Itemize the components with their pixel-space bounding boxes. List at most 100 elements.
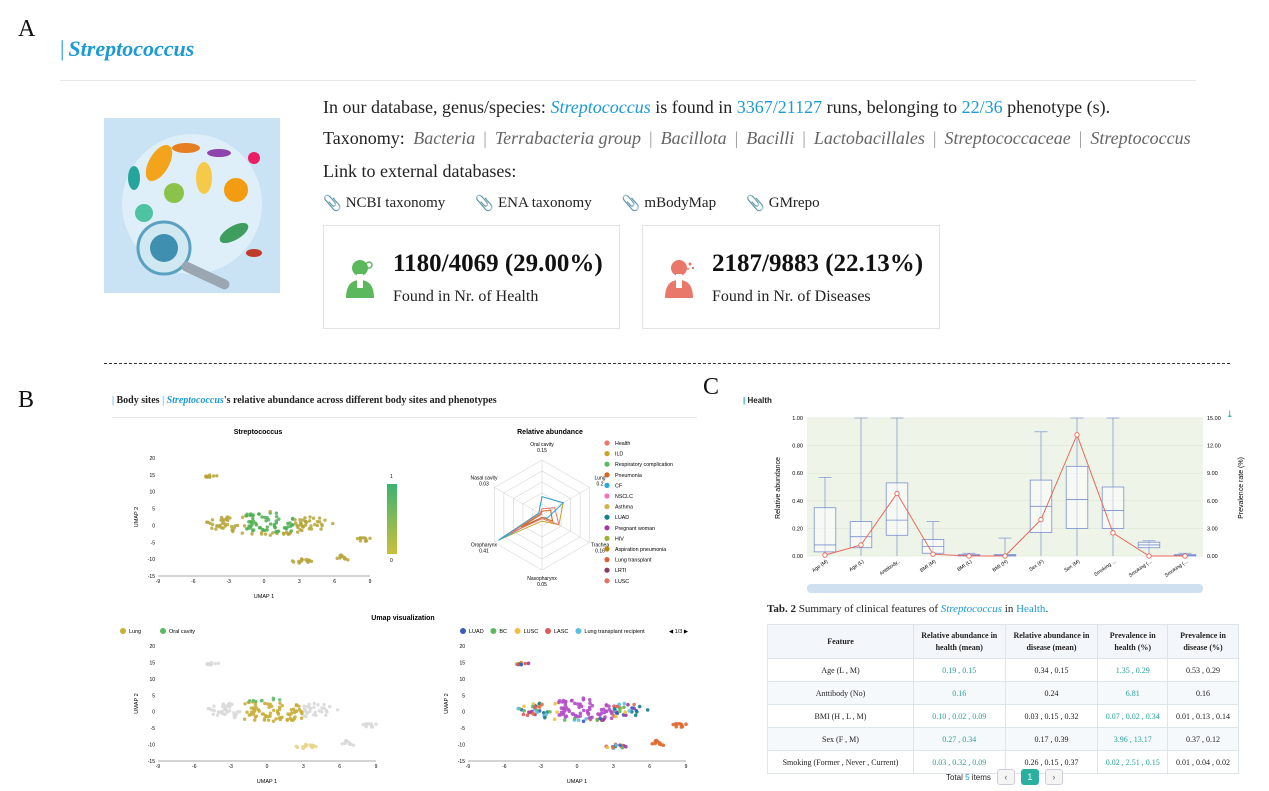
legend-swatch (545, 628, 551, 634)
zoom-slider[interactable] (807, 584, 1203, 593)
umap-point (253, 521, 258, 526)
prevalence-point[interactable] (1110, 530, 1116, 536)
umap-point (293, 521, 298, 525)
prev-page-button[interactable]: ‹ (996, 769, 1015, 785)
summary-species-link[interactable]: Streptococcus (550, 97, 651, 117)
umap-point (363, 536, 367, 540)
legend-label[interactable]: Asthma (615, 505, 633, 511)
umap-point (260, 712, 265, 716)
x-tick-label: Smoking (... (1128, 559, 1153, 579)
umap-point (210, 518, 215, 522)
umap-point (620, 745, 625, 750)
umap-point (274, 519, 278, 523)
legend-label[interactable]: NSCLC (615, 494, 633, 500)
prevalence-point[interactable] (858, 542, 864, 548)
caption-text: . (1045, 603, 1049, 615)
umap-point (219, 515, 224, 520)
umap-point (307, 702, 311, 707)
page-1-button[interactable]: 1 (1020, 769, 1039, 785)
col-prev-disease[interactable]: Prevalence in disease (%) (1167, 624, 1239, 659)
bodysite-legend[interactable]: Lung Oral cavity (120, 628, 195, 635)
ncbi-link[interactable]: 📎 NCBI taxonomy (323, 194, 445, 213)
prevalence-point[interactable] (1074, 432, 1080, 438)
taxonomy-item[interactable]: Terrabacteria group (494, 128, 642, 148)
col-rel-health[interactable]: Relative abundance in health (mean) (913, 624, 1006, 659)
umap-point (595, 718, 600, 723)
taxonomy-item[interactable]: Bacillota (660, 128, 727, 148)
umap-point (618, 743, 622, 747)
umap-point (247, 524, 251, 528)
legend-label[interactable]: LUAD (615, 515, 629, 521)
umap-point (615, 704, 620, 709)
col-rel-disease[interactable]: Relative abundance in disease (mean) (1004, 624, 1099, 659)
box[interactable] (885, 482, 909, 536)
taxonomy-item[interactable]: Streptococcaceae (944, 128, 1071, 148)
legend-label[interactable]: Respiratory complication (615, 462, 673, 468)
runs-link[interactable]: 3367/21127 (736, 97, 823, 117)
prevalence-point[interactable] (1038, 516, 1044, 523)
prevalence-point[interactable] (930, 551, 936, 557)
prevalence-point[interactable] (966, 553, 972, 559)
x-tick-label: -9 (156, 579, 161, 585)
mbodymap-link[interactable]: 📎 mBodyMap (622, 194, 716, 213)
legend-label[interactable]: HIV (615, 536, 624, 542)
x-tick-label: Smoking (... (1164, 559, 1189, 579)
box[interactable] (813, 507, 837, 553)
cell: 6.81 (1097, 681, 1168, 705)
umap-point (283, 526, 288, 530)
col-feature[interactable]: Feature (767, 624, 914, 659)
umap-point (612, 707, 617, 711)
umap-point (535, 710, 539, 715)
umap-point (312, 705, 316, 709)
legend-label[interactable]: CF (615, 483, 623, 489)
download-icon[interactable]: ⤓ (1226, 409, 1234, 419)
taxonomy-item[interactable]: Lactobacillales (813, 128, 925, 148)
prevalence-point[interactable] (822, 552, 828, 558)
gmrepo-link[interactable]: 📎 GMrepo (746, 194, 820, 213)
prevalence-point[interactable] (894, 490, 900, 497)
radar-axis-value: 0.03 (479, 482, 489, 488)
legend-label[interactable]: Aspiration pneumonia (615, 547, 666, 553)
legend-page-indicator[interactable]: ◀ 1/3 ▶ (669, 629, 689, 635)
box[interactable] (1101, 486, 1125, 529)
umap-point (657, 742, 662, 746)
umap-point (320, 524, 324, 528)
legend-swatch (120, 628, 126, 634)
taxonomy-item[interactable]: Streptococcus (1090, 128, 1191, 148)
phenotype-link[interactable]: 22/36 (961, 97, 1003, 117)
ena-link[interactable]: 📎 ENA taxonomy (475, 194, 591, 213)
umap-point (635, 710, 639, 714)
x-axis-label: UMAP 1 (257, 779, 277, 785)
health-card: 1180/4069 (29.00%) Found in Nr. of Healt… (323, 225, 620, 329)
legend-label[interactable]: Health (615, 441, 630, 447)
umap-point (523, 661, 527, 666)
caption-species: Streptococcus (940, 603, 1003, 615)
legend-label[interactable]: ILD (615, 452, 623, 458)
umap-point (368, 536, 372, 540)
taxonomy-item[interactable]: Bacilli (746, 128, 795, 148)
umap-point (210, 522, 215, 527)
caption-bold: Tab. 2 (767, 603, 796, 615)
legend-label[interactable]: LRTI (615, 568, 626, 574)
prevalence-point[interactable] (1002, 553, 1008, 559)
y-tick-label: 15 (459, 660, 465, 666)
legend-label[interactable]: Lung transplant (615, 558, 652, 564)
umap-point (271, 696, 276, 700)
legend-label: Oral cavity (169, 629, 195, 635)
taxonomy-item[interactable]: Bacteria (413, 128, 476, 148)
section-divider (104, 363, 1230, 364)
next-page-button[interactable]: › (1044, 769, 1063, 785)
title-bar: | (743, 396, 746, 405)
box[interactable] (1065, 465, 1089, 529)
phenotype-legend[interactable]: LUAD BC LUSC LASC Lung transplant recipient ◀… (460, 628, 689, 635)
box[interactable] (849, 521, 873, 549)
prevalence-point[interactable] (1182, 553, 1188, 559)
umap-point (291, 718, 295, 722)
prevalence-point[interactable] (1146, 553, 1152, 559)
panel-label-a: A (18, 16, 36, 42)
umap-point (526, 661, 531, 666)
legend-label[interactable]: Pneumonia (615, 473, 642, 479)
legend-label[interactable]: Pregnant woman (615, 526, 655, 532)
col-prev-health[interactable]: Prevalence in health (%) (1097, 624, 1168, 659)
legend-label[interactable]: LUSC (615, 579, 629, 585)
